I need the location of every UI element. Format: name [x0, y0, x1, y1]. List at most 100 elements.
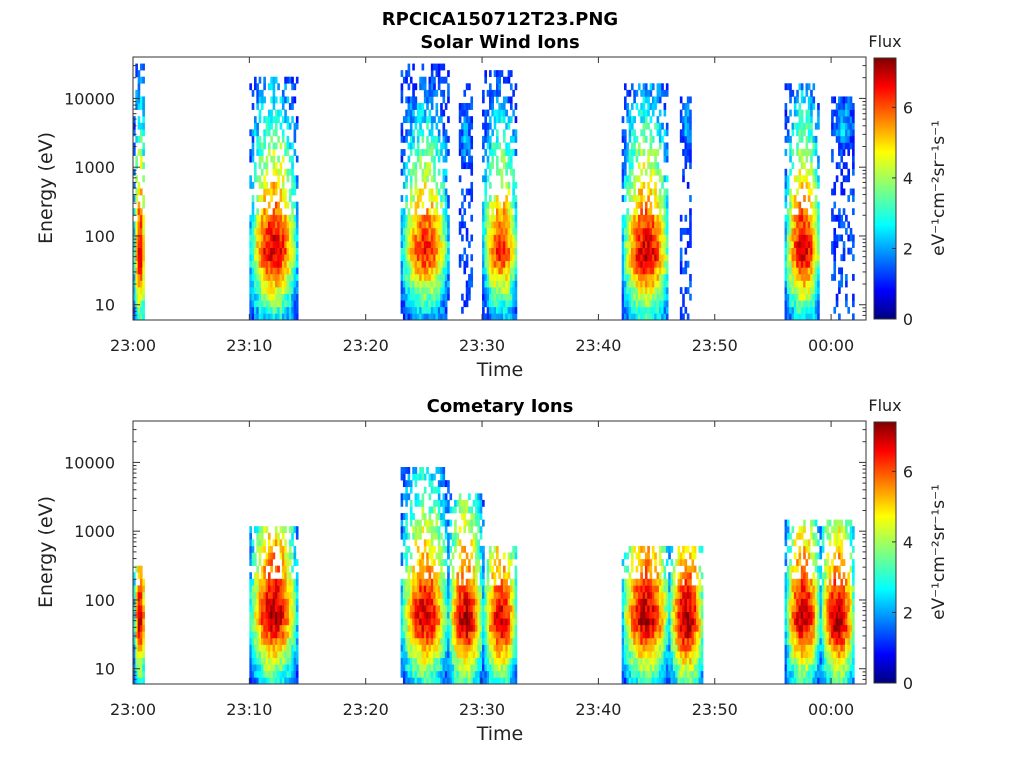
heatmap-cell [440, 611, 443, 619]
heatmap-cell [281, 591, 285, 599]
heatmap-cell [623, 611, 627, 619]
heatmap-cell [291, 168, 294, 176]
heatmap-cell [463, 644, 467, 652]
heatmap-cell [412, 287, 415, 294]
heatmap-cell [491, 598, 494, 606]
heatmap-cell [626, 578, 629, 586]
heatmap-cell [270, 214, 273, 222]
heatmap-cell [626, 585, 629, 593]
heatmap-cell [626, 293, 629, 301]
heatmap-cell [444, 624, 448, 632]
heatmap-cell [502, 247, 506, 255]
heatmap-cell [265, 313, 269, 321]
heatmap-cell [279, 313, 283, 321]
heatmap-cell [286, 657, 290, 665]
heatmap-cell [486, 227, 490, 235]
heatmap-cell [133, 624, 136, 632]
heatmap-cell [840, 254, 844, 262]
heatmap-cell [637, 287, 641, 294]
heatmap-cell [649, 287, 653, 294]
heatmap-cell [507, 624, 511, 632]
heatmap-cell [489, 280, 492, 288]
heatmap-cell [509, 631, 513, 639]
heatmap-cell [437, 539, 441, 547]
heatmap-cell [281, 611, 285, 619]
heatmap-cell [433, 591, 436, 599]
heatmap-cell [628, 313, 632, 321]
heatmap-cell [640, 306, 643, 314]
heatmap-cell [461, 618, 464, 626]
heatmap-cell [288, 539, 292, 547]
heatmap-cell [402, 637, 406, 645]
heatmap-cell [637, 313, 641, 321]
heatmap-cell [270, 76, 273, 84]
heatmap-cell [274, 677, 278, 685]
heatmap-cell [686, 313, 690, 321]
heatmap-cell [642, 664, 646, 672]
heatmap-cell [498, 280, 501, 288]
heatmap-cell [482, 287, 485, 294]
heatmap-cell [284, 526, 287, 534]
heatmap-cell [812, 175, 816, 183]
heatmap-cell [437, 591, 441, 599]
heatmap-cell [637, 598, 641, 606]
heatmap-cell [502, 214, 506, 222]
heatmap-cell [419, 618, 422, 626]
heatmap-cell [442, 96, 446, 104]
heatmap-cell [400, 83, 404, 91]
heatmap-cell [421, 287, 425, 294]
heatmap-cell [484, 313, 487, 321]
heatmap-cell [635, 651, 639, 659]
heatmap-cell [267, 83, 271, 91]
heatmap-cell [505, 142, 508, 150]
heatmap-cell [421, 234, 425, 242]
heatmap-cell [400, 605, 404, 612]
heatmap-cell [805, 280, 809, 288]
heatmap-cell [270, 155, 273, 163]
heatmap-cell [628, 195, 632, 202]
heatmap-cell [686, 96, 690, 104]
solar-wind-colorbar-unit: eV⁻¹cm⁻²sr⁻¹s⁻¹ [929, 120, 949, 256]
heatmap-cell [633, 188, 636, 196]
heatmap-cell [803, 273, 806, 281]
heatmap-cell [465, 149, 469, 156]
heatmap-cell [509, 83, 513, 91]
heatmap-cell [623, 644, 627, 652]
heatmap-cell [630, 247, 634, 255]
heatmap-cell [260, 651, 264, 659]
heatmap-cell [284, 109, 287, 117]
heatmap-cell [437, 552, 441, 560]
heatmap-cell [451, 591, 455, 599]
heatmap-cell [502, 260, 506, 268]
heatmap-cell [505, 651, 508, 659]
heatmap-cell [284, 168, 287, 176]
heatmap-cell [644, 306, 648, 314]
heatmap-cell [249, 552, 252, 560]
heatmap-cell [249, 313, 252, 321]
heatmap-cell [419, 195, 422, 202]
heatmap-cell [426, 618, 429, 626]
heatmap-cell [421, 578, 425, 586]
heatmap-cell [507, 181, 511, 189]
heatmap-cell [135, 89, 138, 97]
heatmap-cell [444, 598, 448, 606]
heatmap-cell [682, 129, 685, 137]
heatmap-cell [496, 116, 499, 124]
heatmap-cell [805, 267, 809, 275]
heatmap-cell [793, 293, 797, 301]
heatmap-cell [286, 578, 290, 586]
heatmap-cell [642, 83, 646, 91]
heatmap-cell [279, 122, 283, 130]
heatmap-cell [470, 552, 474, 560]
heatmap-cell [461, 611, 464, 619]
heatmap-cell [407, 96, 411, 104]
heatmap-cell [265, 585, 269, 593]
heatmap-cell [665, 273, 669, 281]
heatmap-cell [426, 293, 429, 301]
heatmap-cell [295, 585, 299, 593]
heatmap-cell [489, 664, 492, 672]
heatmap-cell [139, 293, 143, 301]
heatmap-cell [637, 559, 641, 566]
heatmap-cell [405, 70, 408, 78]
heatmap-cell [451, 605, 455, 612]
